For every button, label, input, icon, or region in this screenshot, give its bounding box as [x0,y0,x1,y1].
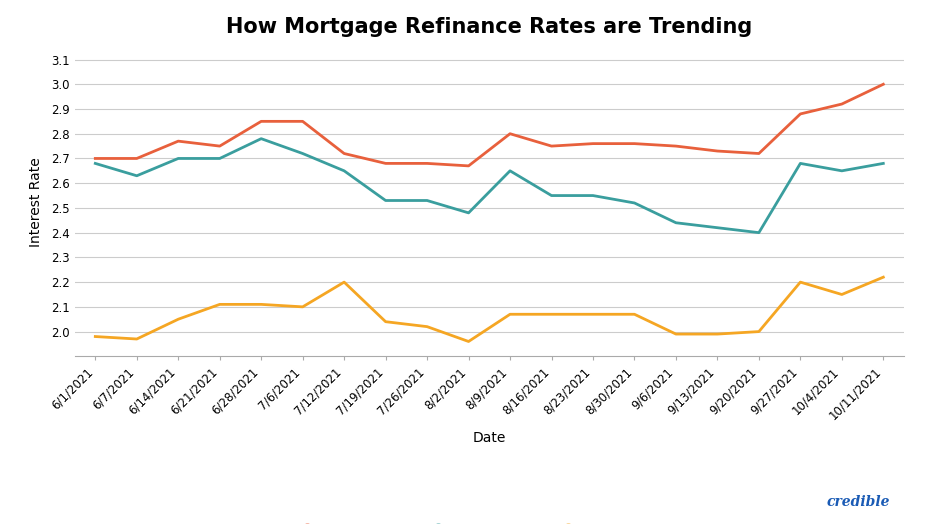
15-year-fixed [587,311,598,318]
20-year-fixed [338,168,350,174]
30-year fixed [504,130,515,137]
20-year-fixed [753,230,764,236]
15-year-fixed [338,279,350,285]
30-year fixed [297,118,308,125]
Line: 15-year-fixed: 15-year-fixed [95,277,884,342]
15-year-fixed [89,333,101,340]
30-year fixed [670,143,681,149]
30-year fixed [587,140,598,147]
20-year-fixed [380,198,391,204]
Line: 20-year-fixed: 20-year-fixed [95,139,884,233]
20-year-fixed [712,225,723,231]
30-year fixed [836,101,847,107]
20-year-fixed [587,192,598,199]
30-year fixed [629,140,640,147]
30-year fixed [753,150,764,157]
30-year fixed [546,143,557,149]
30-year fixed [214,143,226,149]
15-year-fixed [546,311,557,318]
15-year-fixed [753,329,764,335]
15-year-fixed [380,319,391,325]
20-year-fixed [836,168,847,174]
15-year-fixed [214,301,226,308]
15-year-fixed [172,316,184,322]
30-year fixed [380,160,391,167]
20-year-fixed [795,160,806,167]
20-year-fixed [89,160,101,167]
15-year-fixed [670,331,681,337]
20-year-fixed [878,160,889,167]
30-year fixed [463,163,474,169]
30-year fixed [255,118,267,125]
20-year-fixed [421,198,432,204]
20-year-fixed [463,210,474,216]
20-year-fixed [670,220,681,226]
15-year-fixed [504,311,515,318]
Y-axis label: Interest Rate: Interest Rate [29,157,43,247]
20-year-fixed [214,155,226,161]
20-year-fixed [172,155,184,161]
15-year-fixed [297,304,308,310]
30-year fixed [172,138,184,144]
20-year-fixed [131,172,143,179]
20-year-fixed [546,192,557,199]
20-year-fixed [297,150,308,157]
30-year fixed [131,155,143,161]
15-year-fixed [255,301,267,308]
15-year-fixed [836,291,847,298]
Line: 30-year fixed: 30-year fixed [95,84,884,166]
20-year-fixed [504,168,515,174]
15-year-fixed [795,279,806,285]
15-year-fixed [131,336,143,342]
15-year-fixed [463,339,474,345]
15-year-fixed [421,323,432,330]
X-axis label: Date: Date [473,431,506,445]
15-year-fixed [629,311,640,318]
30-year fixed [712,148,723,154]
30-year fixed [338,150,350,157]
30-year fixed [878,81,889,88]
20-year-fixed [629,200,640,206]
Title: How Mortgage Refinance Rates are Trending: How Mortgage Refinance Rates are Trendin… [226,17,752,37]
30-year fixed [89,155,101,161]
15-year-fixed [712,331,723,337]
Text: credible: credible [827,495,890,509]
20-year-fixed [255,136,267,142]
30-year fixed [795,111,806,117]
30-year fixed [421,160,432,167]
15-year-fixed [878,274,889,280]
